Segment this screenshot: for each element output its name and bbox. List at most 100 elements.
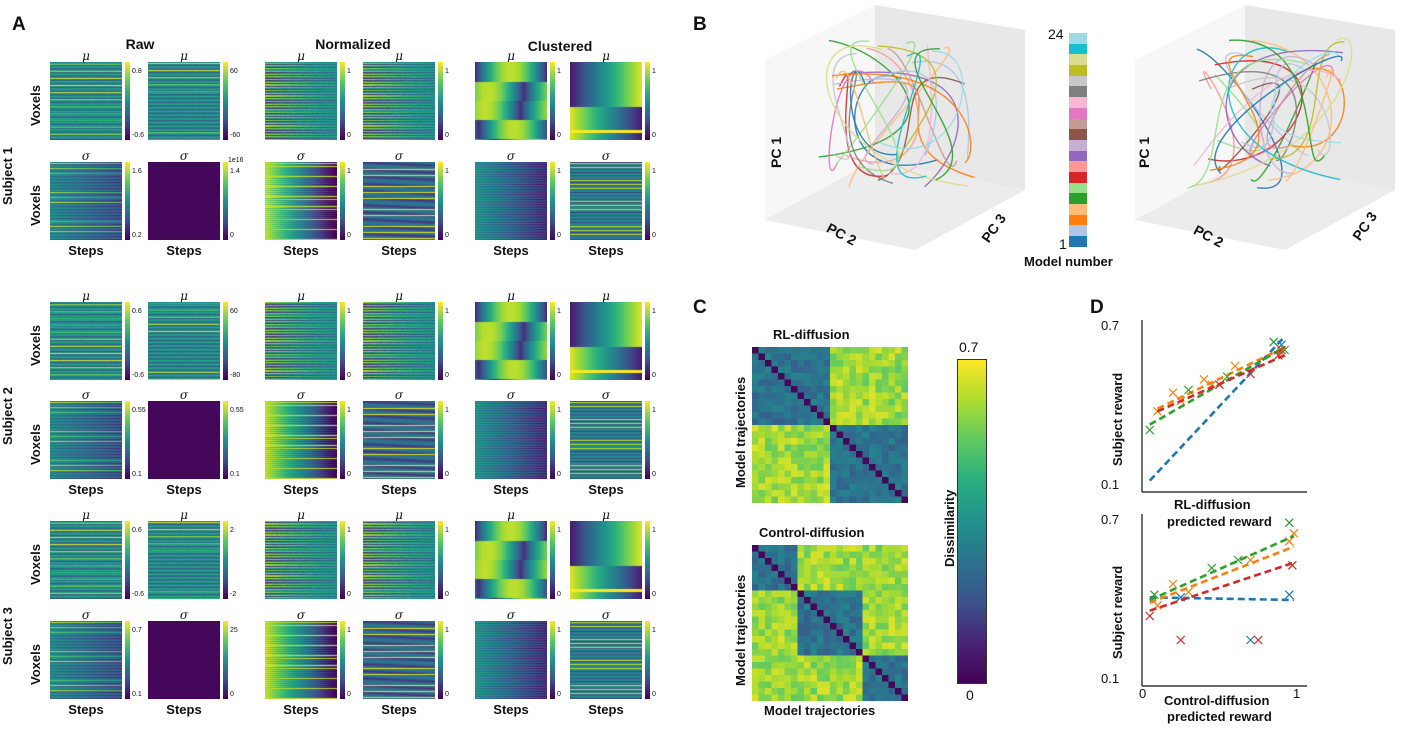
colorbar-tick-min: 0 <box>557 232 561 239</box>
matrix-cell <box>830 392 837 400</box>
heatmap-colorbar <box>223 401 228 479</box>
matrix-cell <box>771 392 779 400</box>
matrix-cell <box>784 477 792 484</box>
matrix-cell <box>804 629 811 637</box>
matrix-cell <box>830 597 837 604</box>
heatmap-colorbar <box>645 302 650 380</box>
matrix-cell <box>752 649 759 656</box>
matrix-cell <box>765 399 772 406</box>
matrix-cell <box>895 636 902 643</box>
matrix-cell <box>869 425 876 432</box>
matrix-cell <box>836 655 844 663</box>
matrix-cell <box>836 649 844 656</box>
matrix-cell <box>901 655 908 663</box>
matrix-cell <box>758 379 766 387</box>
matrix-cell <box>778 675 785 682</box>
matrix-cell <box>875 584 883 591</box>
matrix-cell <box>752 597 759 604</box>
subject-label: Subject 1 <box>0 147 15 205</box>
matrix-cell <box>810 642 818 650</box>
matrix-cell <box>856 681 863 689</box>
model-trajectory <box>914 48 954 181</box>
matrix-cell <box>888 642 896 650</box>
matrix-cell <box>823 597 831 604</box>
matrix-cell <box>771 399 779 406</box>
matrix-cell <box>849 399 857 406</box>
matrix-cell <box>791 399 798 406</box>
matrix-cell <box>817 399 824 406</box>
matrix-cell <box>901 662 908 669</box>
mu-label: μ <box>297 49 305 63</box>
matrix-cell <box>765 425 772 432</box>
matrix-cell <box>791 603 798 611</box>
matrix-cell <box>856 405 863 413</box>
matrix-cell <box>797 629 805 637</box>
matrix-cell <box>856 694 863 701</box>
matrix-cell <box>888 558 896 565</box>
matrix-cell <box>778 470 785 478</box>
matrix-cell <box>882 642 889 650</box>
model-trajectory <box>1191 37 1353 187</box>
matrix-cell <box>771 451 779 458</box>
sigma-label: σ <box>394 149 404 163</box>
matrix-cell <box>804 642 811 650</box>
matrix-cell <box>869 655 876 663</box>
heatmap-colorbar <box>645 621 650 699</box>
matrix-cell <box>791 451 798 458</box>
matrix-cell <box>778 438 785 445</box>
matrix-cell <box>778 649 785 656</box>
steps-axis-label: Steps <box>588 702 624 717</box>
model-trajectory <box>896 52 927 179</box>
data-point <box>1287 560 1297 570</box>
matrix-cell <box>888 405 896 413</box>
heatmap-colorbar <box>550 621 555 699</box>
matrix-cell <box>875 405 883 413</box>
matrix-cell <box>901 366 908 374</box>
matrix-cell <box>843 444 850 452</box>
matrix-cell <box>778 451 785 458</box>
matrix-cell <box>849 603 857 611</box>
matrix-cell <box>797 464 805 471</box>
matrix-cell <box>843 545 850 552</box>
matrix-cell <box>843 564 850 572</box>
matrix-cell <box>856 603 863 611</box>
matrix-cell <box>771 675 779 682</box>
matrix-cell <box>830 694 837 701</box>
panel-d-scatterplots <box>1141 320 1307 687</box>
matrix-cell <box>810 399 818 406</box>
model-trajectory <box>1266 53 1330 149</box>
matrix-cell <box>823 438 831 445</box>
matrix-cell <box>830 483 837 491</box>
matrix-cell <box>895 451 902 458</box>
steps-axis-label: Steps <box>381 482 417 497</box>
matrix-cell <box>875 490 883 497</box>
matrix-cell <box>888 464 896 471</box>
matrix-cell <box>771 347 779 354</box>
matrix-cell <box>784 623 792 630</box>
voxels-axis-label: Voxels <box>28 644 43 685</box>
matrix-cell <box>875 464 883 471</box>
matrix-cell <box>758 392 766 400</box>
matrix-cell <box>771 636 779 643</box>
matrix-cell <box>758 577 766 585</box>
heatmap-colorbar <box>438 62 443 140</box>
colorbar-tick-max: 1 <box>652 407 656 414</box>
matrix-cell <box>765 418 772 426</box>
dissimilarity-colorbar-min: 0 <box>966 687 974 703</box>
matrix-cell <box>849 470 857 478</box>
matrix-cell <box>804 584 811 591</box>
matrix-cell <box>778 623 785 630</box>
matrix-cell <box>804 610 811 617</box>
matrix-cell <box>895 571 902 578</box>
matrix-cell <box>856 483 863 491</box>
matrix-cell <box>836 412 844 419</box>
matrix-cell <box>791 590 798 598</box>
heatmap-colorbar <box>438 401 443 479</box>
matrix-cell <box>830 603 837 611</box>
matrix-cell <box>862 616 870 624</box>
colorbar-tick-min: 0 <box>557 372 561 379</box>
matrix-cell <box>836 681 844 689</box>
matrix-cell <box>882 584 889 591</box>
matrix-cell <box>765 610 772 617</box>
matrix-cell <box>849 629 857 637</box>
